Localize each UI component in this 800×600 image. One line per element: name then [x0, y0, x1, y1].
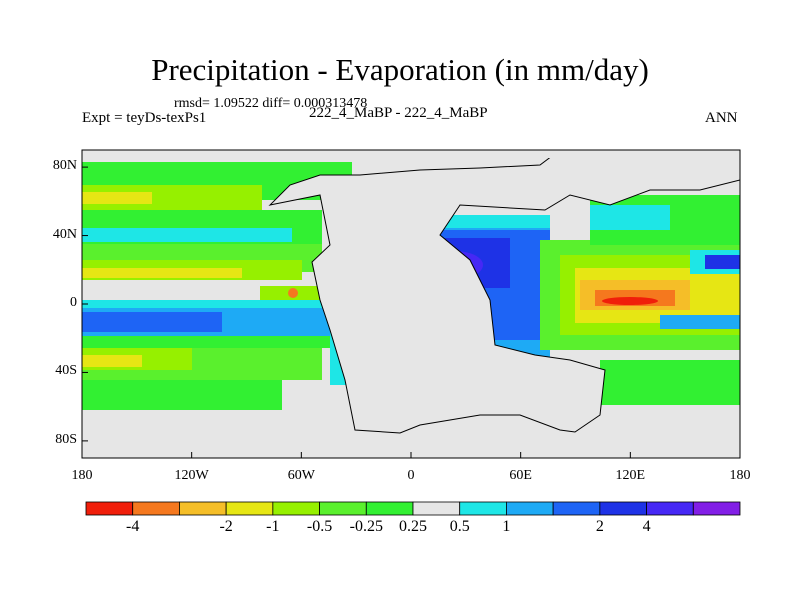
colorbar-swatch: [506, 501, 554, 516]
polar-land-south: [82, 440, 740, 458]
season-label: ANN: [705, 110, 738, 126]
colorbar-label: -0.5: [306, 518, 333, 535]
x-tick-label: 180: [729, 468, 751, 483]
colorbar-label: 2: [595, 518, 604, 535]
colorbar-swatch: [132, 501, 180, 516]
colorbar-swatch: [552, 501, 601, 516]
field-orange-spot: [288, 288, 298, 298]
field-cyan-north-pacific: [82, 228, 292, 242]
y-tick-label: 80N: [52, 158, 77, 174]
field-green-indian-south: [600, 360, 740, 405]
field-darkblue-itcz: [82, 312, 222, 332]
colorbar-label: -1: [266, 518, 280, 535]
case-label: 222_4_MaBP - 222_4_MaBP: [309, 105, 488, 121]
rmsd-diff-stats: rmsd= 1.09522 diff= 0.000313478: [174, 96, 368, 111]
colorbar-label: 1: [502, 518, 511, 535]
field-red-core: [602, 297, 658, 305]
y-tick-label: 40S: [55, 363, 77, 379]
y-tick-label: 40N: [52, 226, 77, 242]
x-tick-label: 120E: [615, 468, 646, 483]
polar-land-north: [82, 150, 740, 158]
field-blue-east-north: [705, 255, 740, 269]
field-cyan-north-east: [590, 205, 670, 230]
colorbar-swatch: [225, 501, 274, 516]
x-tick-label: 60W: [287, 468, 315, 483]
colorbar-label: -4: [126, 518, 140, 535]
colorbar-swatch: [365, 501, 414, 516]
x-tick-label: 120W: [174, 468, 209, 483]
field-yellow-north-pacific: [82, 192, 152, 204]
colorbar-swatch: [646, 501, 694, 516]
colorbar-swatch: [412, 501, 461, 516]
experiment-label: Expt = teyDs-texPs1: [82, 110, 207, 126]
field-yellow-tropic-north: [82, 268, 242, 278]
colorbar-label: 4: [642, 518, 651, 535]
colorbar-label: 0.5: [449, 518, 470, 535]
colorbar-swatch: [692, 501, 741, 516]
field-yellow-south: [82, 355, 142, 367]
colorbar-label: 0.25: [399, 518, 427, 535]
y-tick-label: 80S: [55, 431, 77, 447]
colorbar-swatch: [319, 501, 367, 516]
colorbar-label: -2: [219, 518, 233, 535]
x-tick-label: 60E: [509, 468, 532, 483]
colorbar-swatch: [179, 501, 227, 516]
x-tick-label: 180: [71, 468, 93, 483]
colorbar-swatch: [599, 501, 647, 516]
continent-outline: [268, 150, 740, 434]
field-green-south-tropic: [82, 336, 332, 348]
colorbar-swatch: [272, 501, 320, 516]
colorbar-swatch: [459, 501, 507, 516]
axis-ticks: [81, 166, 741, 458]
field-blue-east-itcz: [660, 315, 740, 329]
colorbar-swatch: [85, 501, 134, 516]
y-tick-label: 0: [70, 295, 77, 310]
colorbar: [85, 501, 741, 516]
colorbar-label: -0.25: [349, 518, 383, 535]
x-tick-label: 0: [407, 468, 415, 483]
field-green-south-band: [82, 375, 282, 410]
map-title: Precipitation - Evaporation (in mm/day): [151, 52, 649, 87]
